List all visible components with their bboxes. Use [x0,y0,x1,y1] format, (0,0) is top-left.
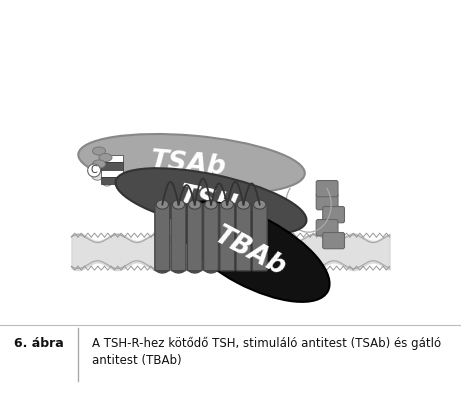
Ellipse shape [78,134,305,194]
Ellipse shape [221,200,233,209]
Ellipse shape [156,266,168,273]
Text: 6. ábra: 6. ábra [14,337,64,350]
Text: C: C [91,166,97,175]
Text: TSH: TSH [176,183,239,220]
Text: TBAb: TBAb [210,222,290,281]
Ellipse shape [254,200,266,209]
FancyBboxPatch shape [220,203,235,271]
FancyBboxPatch shape [252,203,267,271]
Text: A TSH-R-hez kötődő TSH, stimuláló antitest (TSAb) és gátló
antitest (TBAb): A TSH-R-hez kötődő TSH, stimuláló antite… [92,337,441,367]
Ellipse shape [92,170,103,180]
Ellipse shape [205,200,217,209]
Ellipse shape [177,202,330,302]
Bar [100,155,124,162]
Ellipse shape [221,266,233,273]
Ellipse shape [189,266,201,273]
Ellipse shape [102,178,112,186]
FancyBboxPatch shape [323,232,344,249]
Ellipse shape [116,168,307,234]
Ellipse shape [99,153,112,162]
Ellipse shape [93,160,106,168]
FancyBboxPatch shape [236,203,251,271]
Ellipse shape [111,171,122,179]
Ellipse shape [237,200,250,209]
Ellipse shape [156,200,168,209]
Bar [100,177,124,184]
Ellipse shape [172,200,185,209]
Bar [100,162,124,169]
FancyBboxPatch shape [171,203,186,271]
Ellipse shape [254,266,266,273]
FancyBboxPatch shape [204,203,219,271]
Ellipse shape [189,200,201,209]
Ellipse shape [205,266,217,273]
FancyBboxPatch shape [316,219,338,236]
FancyBboxPatch shape [316,181,338,197]
FancyBboxPatch shape [187,203,202,271]
Bar [100,169,124,177]
Ellipse shape [93,147,106,155]
FancyBboxPatch shape [316,194,338,210]
Ellipse shape [237,266,250,273]
Text: TSAb: TSAb [149,148,227,180]
FancyBboxPatch shape [323,207,344,223]
Ellipse shape [172,266,185,273]
FancyBboxPatch shape [155,203,170,271]
